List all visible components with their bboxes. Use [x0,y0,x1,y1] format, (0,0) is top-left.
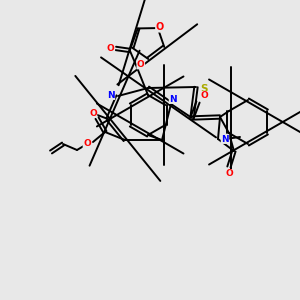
Text: O: O [89,109,97,118]
Text: O: O [156,22,164,32]
Text: O: O [200,92,208,100]
Text: O: O [225,169,233,178]
Text: O: O [107,44,115,53]
Text: O: O [83,140,91,148]
Text: N: N [221,134,229,143]
Text: S: S [200,84,208,94]
Text: N: N [107,91,115,100]
Text: O: O [137,60,145,69]
Text: N: N [169,94,177,103]
